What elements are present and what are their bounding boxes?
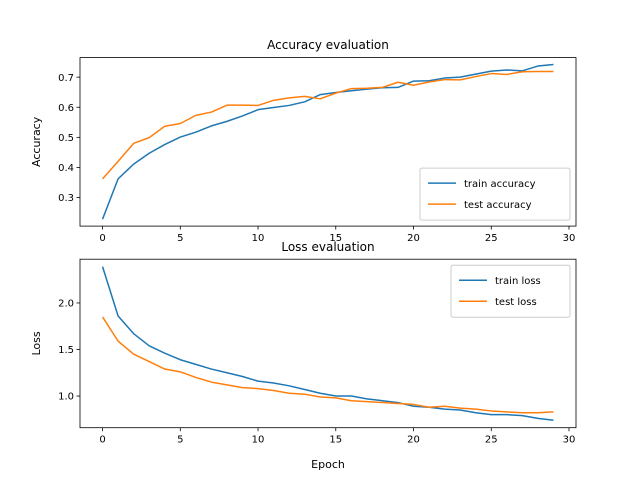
loss-plot-legend-box: [450, 264, 571, 318]
loss-plot-frame: [79, 258, 577, 429]
accuracy-plot-ticks: 0 5 10 15 20 25 30 0.3 0.4 0.5 0.6 0.7: [58, 73, 575, 244]
accuracy-plot-ytick-label: 0.6: [58, 103, 74, 114]
accuracy-plot-ytick-label: 0.3: [58, 193, 74, 204]
accuracy-plot-xtick-label: 5: [177, 233, 183, 244]
loss-plot-xtick-label: 0: [99, 435, 105, 446]
accuracy-plot-xtick-label: 20: [407, 233, 420, 244]
loss-plot-xtick-label: 5: [177, 435, 183, 446]
loss-plot-xtick-label: 15: [329, 435, 342, 446]
test-loss-line: [101, 316, 554, 414]
accuracy-plot-title: Accuracy evaluation: [267, 38, 389, 52]
accuracy-plot-ytick-label: 0.5: [58, 133, 74, 144]
loss-plot-ytick-label: 1.0: [58, 392, 74, 403]
test-accuracy-legend-label: test accuracy: [464, 200, 532, 211]
train-loss-legend-label: train loss: [495, 276, 541, 287]
accuracy-plot: 0 5 10 15 20 25 30 0.3 0.4 0.5 0.6 0.7 Accuracy eva…: [30, 38, 577, 244]
accuracy-plot-xtick-label: 15: [329, 233, 342, 244]
accuracy-plot-xtick-label: 10: [252, 233, 265, 244]
test-accuracy-line: [101, 70, 554, 180]
accuracy-plot-ytick-label: 0.7: [58, 73, 74, 84]
loss-plot-xtick-label: 30: [563, 435, 576, 446]
train-loss-line: [101, 266, 554, 421]
accuracy-plot-ylabel: Accuracy: [30, 116, 43, 167]
loss-plot-title: Loss evaluation: [281, 240, 374, 254]
loss-plot-xtick-label: 10: [252, 435, 265, 446]
loss-plot-ylabel: Loss: [30, 331, 43, 355]
train-accuracy-legend-label: train accuracy: [464, 179, 536, 190]
loss-plot-ticks: 0 5 10 15 20 25 30 1.0 1.5 2.0: [58, 299, 575, 446]
loss-plot-xlabel: Epoch: [311, 458, 345, 471]
loss-plot-lines: [101, 266, 554, 421]
accuracy-plot-xtick-label: 0: [99, 233, 105, 244]
accuracy-plot-xtick-label: 30: [563, 233, 576, 244]
loss-plot-xtick-label: 25: [485, 435, 498, 446]
train-accuracy-line: [101, 63, 554, 220]
accuracy-plot-legend: train accuracy test accuracy: [419, 167, 571, 221]
loss-plot-ytick-label: 2.0: [58, 299, 74, 310]
loss-plot: 0 5 10 15 20 25 30 1.0 1.5 2.0 Loss evaluation Lo…: [30, 240, 577, 471]
accuracy-plot-ytick-label: 0.4: [58, 163, 74, 174]
loss-plot-xtick-label: 20: [407, 435, 420, 446]
accuracy-plot-xtick-label: 25: [485, 233, 498, 244]
accuracy-plot-frame: [79, 57, 577, 227]
loss-plot-legend: train loss test loss: [450, 264, 571, 318]
accuracy-plot-lines: [101, 63, 554, 220]
accuracy-plot-legend-box: [419, 167, 571, 221]
loss-plot-ytick-label: 1.5: [58, 345, 74, 356]
test-loss-legend-label: test loss: [495, 297, 537, 308]
